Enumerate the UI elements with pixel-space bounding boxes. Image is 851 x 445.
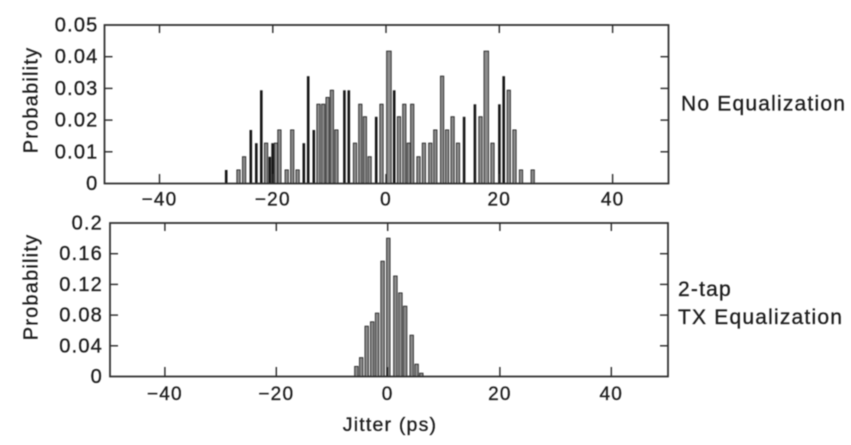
svg-text:2-tap: 2-tap (678, 278, 732, 301)
svg-text:0.05: 0.05 (55, 15, 99, 37)
svg-text:−40: −40 (142, 190, 178, 211)
svg-text:0.16: 0.16 (59, 243, 103, 265)
svg-text:0.04: 0.04 (59, 335, 103, 357)
svg-text:0: 0 (380, 190, 392, 211)
svg-text:0.12: 0.12 (59, 274, 103, 296)
svg-text:Probability: Probability (21, 47, 43, 154)
svg-text:40: 40 (600, 384, 624, 405)
svg-text:0: 0 (382, 384, 394, 405)
svg-text:0: 0 (91, 366, 103, 388)
svg-text:Jitter (ps): Jitter (ps) (343, 414, 437, 436)
svg-text:−40: −40 (147, 384, 183, 405)
svg-text:20: 20 (488, 384, 512, 405)
svg-text:0.08: 0.08 (59, 305, 103, 327)
svg-text:0: 0 (86, 173, 98, 195)
svg-text:20: 20 (488, 190, 512, 211)
svg-text:40: 40 (601, 190, 625, 211)
svg-text:0.02: 0.02 (55, 110, 99, 132)
svg-text:0.04: 0.04 (55, 46, 99, 68)
svg-text:Probability: Probability (21, 234, 43, 341)
svg-text:No Equalization: No Equalization (681, 93, 846, 116)
svg-text:−20: −20 (258, 384, 294, 405)
svg-text:TX Equalization: TX Equalization (678, 306, 843, 329)
svg-text:−20: −20 (255, 190, 291, 211)
svg-text:0.03: 0.03 (55, 78, 99, 100)
svg-text:0.01: 0.01 (55, 141, 99, 163)
svg-text:0.2: 0.2 (72, 213, 103, 235)
